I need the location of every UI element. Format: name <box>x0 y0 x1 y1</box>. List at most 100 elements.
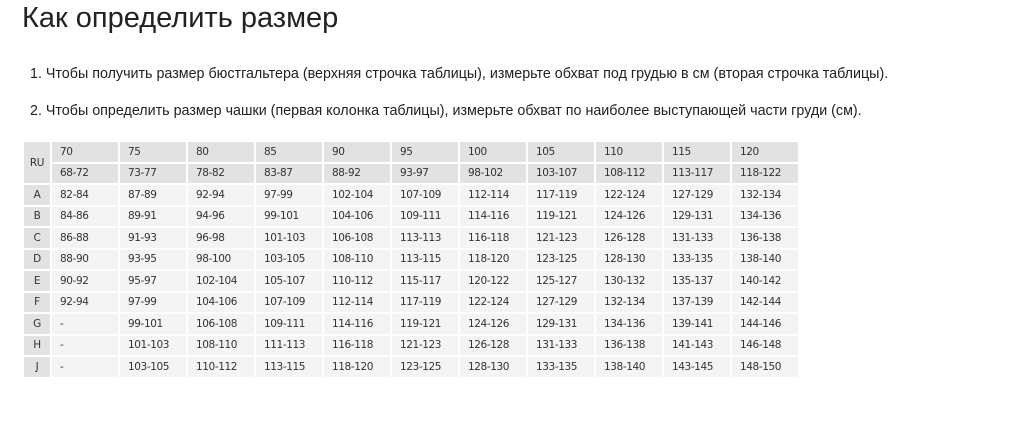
bust-range: 102-104 <box>322 183 392 207</box>
cup-label: A <box>22 183 52 207</box>
bust-range: 84-86 <box>50 204 120 228</box>
bust-range: 82-84 <box>50 183 120 207</box>
bust-range: 104-106 <box>322 204 392 228</box>
bust-range: 93-95 <box>118 247 188 271</box>
bust-range: 105-107 <box>254 269 324 293</box>
bust-range: 131-133 <box>662 226 732 250</box>
bust-range: 128-130 <box>458 355 528 379</box>
underbust-range: 88-92 <box>322 161 392 185</box>
cup-label: D <box>22 247 52 271</box>
underbust-row: 68-72 73-77 78-82 83-87 88-92 93-97 98-102 103-… <box>23 161 800 185</box>
bust-range: 124-126 <box>458 312 528 336</box>
bust-range: 101-103 <box>254 226 324 250</box>
instruction-1: 1. Чтобы получить размер бюстгальтера (в… <box>30 66 889 82</box>
bust-range: 96-98 <box>186 226 256 250</box>
cup-label: H <box>22 333 52 357</box>
bust-range: 136-138 <box>730 226 800 250</box>
bust-range: 126-128 <box>458 333 528 357</box>
band-size: 75 <box>118 140 188 164</box>
bust-range: 114-116 <box>322 312 392 336</box>
bust-range: 91-93 <box>118 226 188 250</box>
bust-range: 118-120 <box>322 355 392 379</box>
bust-range: 132-134 <box>730 183 800 207</box>
table-row: B 84-86 89-91 94-96 99-101 104-106 109-111 114-… <box>22 204 800 228</box>
bust-range: 141-143 <box>662 333 732 357</box>
bust-range: 108-110 <box>186 333 256 357</box>
bust-range: 117-119 <box>390 290 460 314</box>
table-row: G -99-101 106-108 109-111 114-116 119-121 124-… <box>22 312 800 336</box>
bust-range: 109-111 <box>390 204 460 228</box>
band-size: 110 <box>594 140 664 164</box>
underbust-range: 73-77 <box>118 161 188 185</box>
bust-range: 97-99 <box>254 183 324 207</box>
table-row: H -101-103 108-110 111-113 116-118 121-123 126… <box>22 333 800 357</box>
bust-range: 99-101 <box>118 312 188 336</box>
bust-range: 97-99 <box>118 290 188 314</box>
bust-range: 122-124 <box>594 183 664 207</box>
cup-label: J <box>22 355 52 379</box>
bust-range: 121-123 <box>526 226 596 250</box>
bust-range: 148-150 <box>730 355 800 379</box>
bust-range: 120-122 <box>458 269 528 293</box>
bust-range: 101-103 <box>118 333 188 357</box>
band-size: 95 <box>390 140 460 164</box>
band-size: 115 <box>662 140 732 164</box>
bust-range: 102-104 <box>186 269 256 293</box>
underbust-range: 108-112 <box>594 161 664 185</box>
band-size: 120 <box>730 140 800 164</box>
bust-range: 103-105 <box>118 355 188 379</box>
bust-range: 108-110 <box>322 247 392 271</box>
underbust-range: 83-87 <box>254 161 324 185</box>
bust-range: 106-108 <box>322 226 392 250</box>
underbust-range: 78-82 <box>186 161 256 185</box>
underbust-range: 113-117 <box>662 161 732 185</box>
bust-range: 129-131 <box>526 312 596 336</box>
cup-label: B <box>22 204 52 228</box>
bust-range: 127-129 <box>662 183 732 207</box>
bust-range: 112-114 <box>458 183 528 207</box>
bust-range: 140-142 <box>730 269 800 293</box>
bust-range: 87-89 <box>118 183 188 207</box>
bust-range: 128-130 <box>594 247 664 271</box>
bust-range: 99-101 <box>254 204 324 228</box>
band-size: 85 <box>254 140 324 164</box>
bust-range: 121-123 <box>390 333 460 357</box>
bust-range: 94-96 <box>186 204 256 228</box>
table-row: C 86-88 91-93 96-98 101-103 106-108 113-113 116… <box>22 226 800 250</box>
bust-range: 136-138 <box>594 333 664 357</box>
cup-label: F <box>22 290 52 314</box>
table-row: F 92-94 97-99 104-106 107-109 112-114 117-119 1… <box>22 290 800 314</box>
bust-range: 138-140 <box>594 355 664 379</box>
bust-range: 127-129 <box>526 290 596 314</box>
table-row: J -103-105 110-112 113-115 118-120 123-125 128… <box>22 355 800 379</box>
table-row: E 90-92 95-97 102-104 105-107 110-112 115-117 1… <box>22 269 800 293</box>
region-label: RU <box>22 140 52 185</box>
bust-range: 115-117 <box>390 269 460 293</box>
bust-range: 95-97 <box>118 269 188 293</box>
bust-range: 119-121 <box>526 204 596 228</box>
cup-label: E <box>22 269 52 293</box>
bust-range: 129-131 <box>662 204 732 228</box>
bust-range: 89-91 <box>118 204 188 228</box>
bust-range: 119-121 <box>390 312 460 336</box>
underbust-range: 93-97 <box>390 161 460 185</box>
table-row: A 82-84 87-89 92-94 97-99 102-104 107-109 112-1… <box>22 183 800 207</box>
bust-range: 92-94 <box>186 183 256 207</box>
table-row: D 88-90 93-95 98-100 103-105 108-110 113-115 11… <box>22 247 800 271</box>
bust-range: 116-118 <box>458 226 528 250</box>
bust-range: 103-105 <box>254 247 324 271</box>
band-size: 105 <box>526 140 596 164</box>
cup-label: C <box>22 226 52 250</box>
bust-range: 92-94 <box>50 290 120 314</box>
bust-range: 133-135 <box>526 355 596 379</box>
bust-range: - <box>50 333 120 357</box>
bust-range: 109-111 <box>254 312 324 336</box>
bust-range: 139-141 <box>662 312 732 336</box>
bust-range: 137-139 <box>662 290 732 314</box>
bust-range: 86-88 <box>50 226 120 250</box>
bust-range: 110-112 <box>322 269 392 293</box>
bust-range: 138-140 <box>730 247 800 271</box>
bust-range: 116-118 <box>322 333 392 357</box>
bust-range: 133-135 <box>662 247 732 271</box>
bust-range: 144-146 <box>730 312 800 336</box>
